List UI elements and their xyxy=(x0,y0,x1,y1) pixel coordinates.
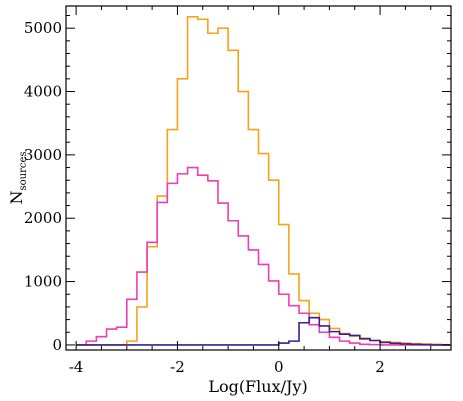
y-tick-label: 4000 xyxy=(24,83,62,101)
x-tick-label: -2 xyxy=(170,358,185,376)
series-layer xyxy=(76,15,451,346)
y-ticks: 0 1000 2000 3000 4000 5000 xyxy=(24,15,451,354)
y-tick-label: 3000 xyxy=(24,146,62,164)
y-tick-label: 0 xyxy=(52,336,62,354)
x-ticks: -4 -2 0 2 xyxy=(69,6,432,376)
histogram-series-2 xyxy=(76,166,451,346)
x-tick-label: 0 xyxy=(274,358,284,376)
y-axis-title-subscript: sources xyxy=(18,151,29,190)
y-tick-label: 1000 xyxy=(24,273,62,291)
histogram-series-3 xyxy=(76,316,451,346)
x-tick-label: 2 xyxy=(375,358,385,376)
y-tick-label: 5000 xyxy=(24,19,62,37)
y-tick-label: 2000 xyxy=(24,209,62,227)
y-axis-title: Nsources xyxy=(7,151,29,204)
x-axis-title: Log(Flux/Jy) xyxy=(208,377,307,396)
x-tick-label: -4 xyxy=(69,358,84,376)
plot-frame xyxy=(65,5,452,351)
histogram-series-1 xyxy=(76,15,451,346)
y-axis-title-main: N xyxy=(7,191,26,205)
